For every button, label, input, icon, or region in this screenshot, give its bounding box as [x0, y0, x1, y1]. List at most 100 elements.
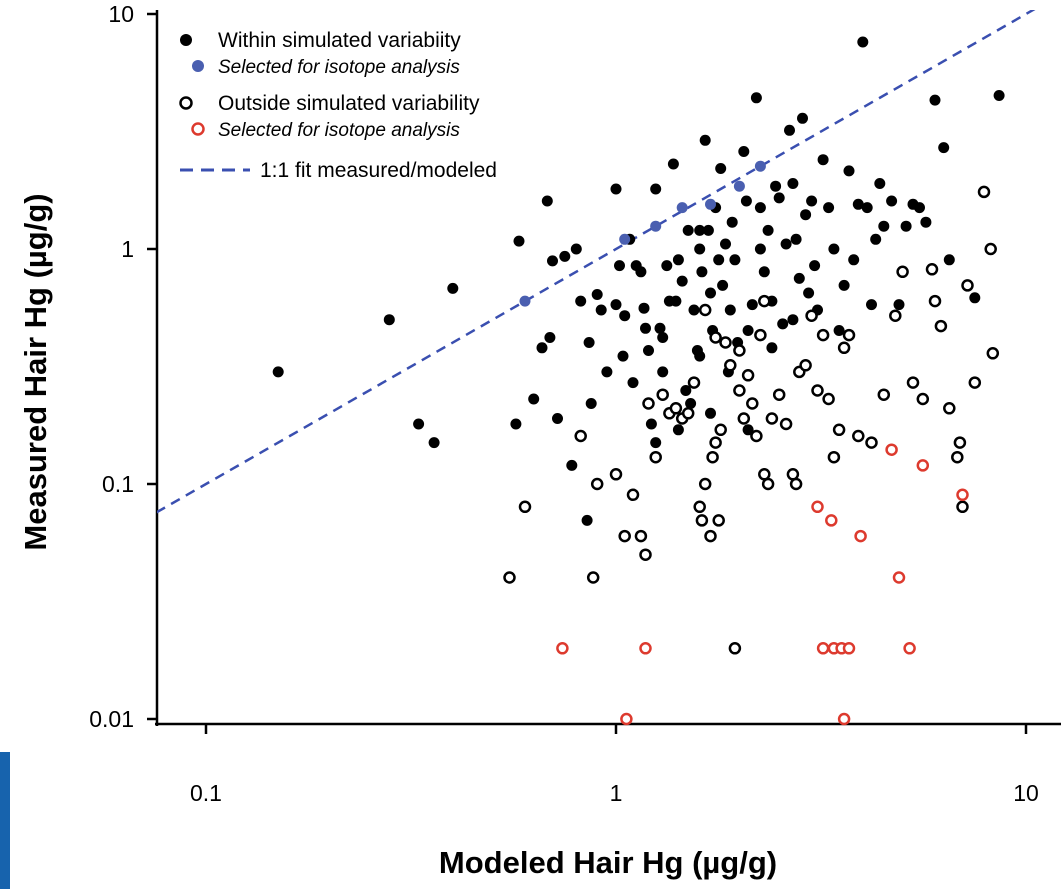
point-outside: [574, 429, 587, 443]
point-within: [670, 295, 682, 307]
point-within: [726, 216, 738, 228]
point-within: [766, 342, 778, 354]
point-within: [676, 275, 688, 287]
point-outside: [503, 571, 516, 584]
point-within: [672, 424, 684, 436]
point-within: [610, 299, 622, 311]
point-within: [790, 233, 802, 245]
point-outside: [956, 500, 969, 514]
point-outside: [746, 397, 759, 410]
point-within: [528, 393, 540, 405]
point-within: [601, 366, 613, 378]
point-within: [750, 92, 762, 104]
point-within: [943, 254, 955, 266]
point-within: [787, 178, 799, 189]
point-within: [694, 350, 706, 362]
point-outside: [758, 294, 771, 308]
point-within: [784, 124, 795, 136]
point-within: [740, 195, 752, 207]
point-outside: [704, 529, 717, 543]
point-outside: [916, 392, 930, 406]
point-outside: [712, 514, 725, 527]
point-within: [800, 209, 812, 221]
point-within: [762, 224, 774, 236]
point-within: [713, 254, 725, 266]
point-within: [447, 282, 459, 294]
point-within: [643, 345, 654, 356]
point-outside: [626, 488, 640, 502]
point-within: [536, 342, 548, 354]
point-within: [619, 310, 631, 322]
point-outside: [928, 294, 942, 308]
point-outside: [799, 359, 812, 372]
point-outside: [590, 477, 604, 491]
point-within: [688, 304, 700, 316]
axis-ticks: 0.1 1 10 0.01 0.1 1 10: [89, 1, 1039, 806]
point-within: [413, 418, 425, 430]
point-outside: [934, 319, 948, 333]
point-within: [617, 350, 629, 362]
fit-line-1to1: [157, 10, 1036, 514]
point-within: [797, 112, 808, 124]
point-within: [914, 202, 925, 214]
point-outside: [986, 347, 1000, 360]
point-selected-within: [519, 295, 531, 307]
point-within: [729, 254, 741, 266]
point-within: [272, 366, 284, 378]
point-within: [993, 90, 1005, 101]
point-selected-within: [650, 220, 662, 232]
point-outside: [951, 450, 964, 464]
point-within: [640, 322, 651, 334]
point-outside: [772, 388, 786, 401]
point-outside: [709, 331, 722, 344]
point-selected-outside: [816, 642, 830, 655]
point-within: [680, 385, 692, 396]
point-within: [742, 424, 754, 436]
legend-marker-within: [180, 34, 192, 46]
point-outside: [750, 429, 763, 443]
point-selected-outside: [885, 443, 898, 456]
point-within: [591, 289, 603, 300]
point-within: [702, 224, 714, 236]
point-outside: [693, 500, 706, 514]
point-within: [428, 437, 440, 449]
point-outside: [724, 359, 737, 372]
point-within: [848, 254, 860, 266]
point-outside: [656, 388, 669, 401]
point-within: [780, 238, 792, 250]
point-within: [595, 304, 607, 316]
point-outside: [789, 477, 803, 491]
point-outside: [639, 548, 652, 561]
point-outside: [977, 185, 991, 199]
point-within: [585, 398, 597, 409]
point-within: [878, 220, 890, 232]
point-outside: [687, 376, 701, 389]
point-outside: [733, 344, 746, 357]
point-selected-outside: [903, 642, 916, 655]
point-within: [866, 299, 877, 311]
point-outside: [618, 529, 631, 543]
point-within: [920, 216, 932, 228]
x-tick-label: 0.1: [190, 780, 222, 806]
point-selected-outside: [825, 514, 838, 527]
point-within: [803, 287, 815, 299]
point-within: [787, 314, 799, 326]
point-outside: [709, 436, 722, 449]
point-selected-outside: [620, 712, 633, 726]
point-within: [857, 36, 869, 48]
data-points: [272, 36, 1005, 726]
point-within: [570, 243, 582, 255]
point-within: [552, 413, 563, 424]
point-within: [682, 224, 694, 236]
point-within: [627, 377, 639, 389]
point-within: [575, 295, 587, 307]
point-outside: [706, 450, 719, 464]
point-within: [861, 202, 873, 214]
y-tick-label: 0.1: [102, 471, 134, 497]
point-outside: [649, 450, 662, 464]
point-outside: [852, 429, 865, 443]
point-within: [793, 272, 805, 284]
legend: Within simulated variabiity Selected for…: [179, 29, 497, 182]
point-outside: [816, 328, 830, 342]
point-within: [724, 304, 736, 316]
